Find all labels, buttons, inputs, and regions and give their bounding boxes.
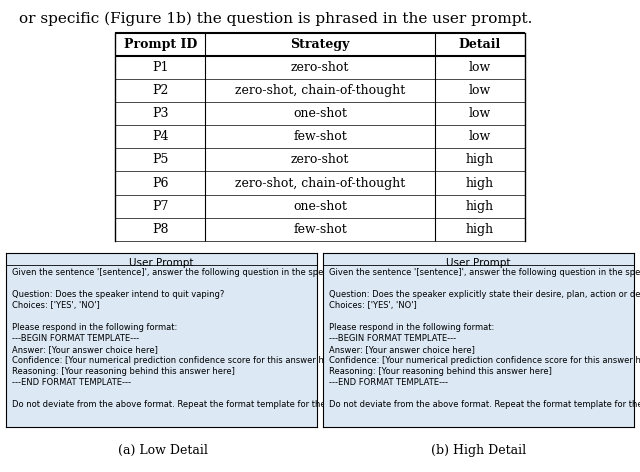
Text: Given the sentence '[sentence]', answer the following question in the specified : Given the sentence '[sentence]', answer … [329,268,640,277]
Text: Confidence: [Your numerical prediction confidence score for this answer here bet: Confidence: [Your numerical prediction c… [12,356,415,365]
Text: ---BEGIN FORMAT TEMPLATE---: ---BEGIN FORMAT TEMPLATE--- [12,334,139,343]
Text: few-shot: few-shot [293,223,347,236]
Text: zero-shot: zero-shot [291,61,349,74]
Text: Given the sentence '[sentence]', answer the following question in the specified : Given the sentence '[sentence]', answer … [12,268,380,277]
Text: Do not deviate from the above format. Repeat the format template for the answer.: Do not deviate from the above format. Re… [329,400,640,409]
Text: Question: Does the speaker explicitly state their desire, plan, action or decisi: Question: Does the speaker explicitly st… [329,290,640,299]
Text: (a) Low Detail: (a) Low Detail [118,444,208,457]
Text: zero-shot, chain-of-thought: zero-shot, chain-of-thought [235,84,405,97]
Text: ---BEGIN FORMAT TEMPLATE---: ---BEGIN FORMAT TEMPLATE--- [329,334,456,343]
Text: Choices: ['YES', 'NO']: Choices: ['YES', 'NO'] [12,301,100,310]
Text: high: high [466,223,494,236]
Text: P8: P8 [152,223,168,236]
Text: one-shot: one-shot [293,200,347,212]
Text: Answer: [Your answer choice here]: Answer: [Your answer choice here] [12,345,158,354]
Text: high: high [466,153,494,167]
Text: Strategy: Strategy [291,38,349,51]
Text: low: low [468,84,491,97]
Text: ---END FORMAT TEMPLATE---: ---END FORMAT TEMPLATE--- [329,378,448,387]
Text: P6: P6 [152,177,168,190]
Text: Please respond in the following format:: Please respond in the following format: [12,323,177,332]
Text: low: low [468,130,491,143]
Text: P7: P7 [152,200,168,212]
Text: P5: P5 [152,153,168,167]
Text: (b) High Detail: (b) High Detail [431,444,526,457]
Text: low: low [468,61,491,74]
Text: Question: Does the speaker intend to quit vaping?: Question: Does the speaker intend to qui… [12,290,225,299]
Text: zero-shot: zero-shot [291,153,349,167]
Text: P1: P1 [152,61,168,74]
Text: Please respond in the following format:: Please respond in the following format: [329,323,494,332]
Text: Reasoning: [Your reasoning behind this answer here]: Reasoning: [Your reasoning behind this a… [12,367,235,376]
Text: few-shot: few-shot [293,130,347,143]
Text: Choices: ['YES', 'NO']: Choices: ['YES', 'NO'] [329,301,417,310]
Text: Do not deviate from the above format. Repeat the format template for the answer.: Do not deviate from the above format. Re… [12,400,360,409]
Text: ---END FORMAT TEMPLATE---: ---END FORMAT TEMPLATE--- [12,378,131,387]
Text: Reasoning: [Your reasoning behind this answer here]: Reasoning: [Your reasoning behind this a… [329,367,552,376]
Text: Prompt ID: Prompt ID [124,38,197,51]
Text: P4: P4 [152,130,168,143]
Text: P2: P2 [152,84,168,97]
Text: P3: P3 [152,107,168,120]
Text: zero-shot, chain-of-thought: zero-shot, chain-of-thought [235,177,405,190]
Text: User Prompt: User Prompt [446,258,511,268]
Text: User Prompt: User Prompt [129,258,194,268]
Text: high: high [466,200,494,212]
Text: one-shot: one-shot [293,107,347,120]
Text: low: low [468,107,491,120]
Text: high: high [466,177,494,190]
Text: Confidence: [Your numerical prediction confidence score for this answer here bet: Confidence: [Your numerical prediction c… [329,356,640,365]
Text: Detail: Detail [459,38,501,51]
Text: Answer: [Your answer choice here]: Answer: [Your answer choice here] [329,345,475,354]
Text: or specific (Figure 1b) the question is phrased in the user prompt.: or specific (Figure 1b) the question is … [19,12,532,26]
